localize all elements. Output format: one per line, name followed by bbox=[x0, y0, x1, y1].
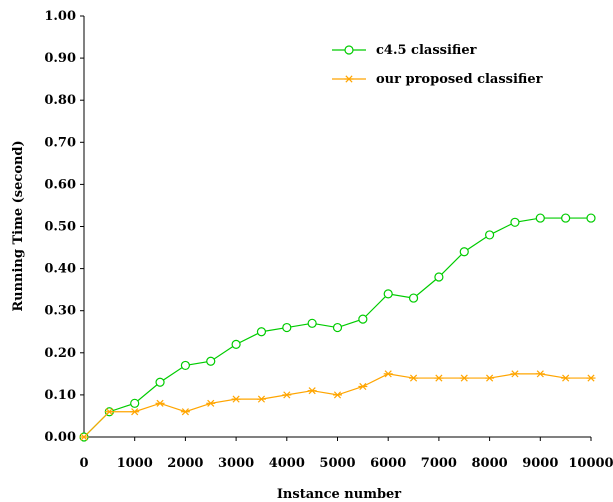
data-point-asterisk bbox=[459, 374, 469, 382]
legend-label: our proposed classifier bbox=[376, 72, 543, 87]
data-point-asterisk bbox=[383, 370, 393, 378]
x-tick-label: 7000 bbox=[421, 456, 457, 471]
x-tick-label: 3000 bbox=[218, 456, 254, 471]
y-tick-label: 0.60 bbox=[44, 177, 76, 192]
x-tick-label: 2000 bbox=[167, 456, 203, 471]
asterisk-stroke bbox=[486, 374, 494, 382]
asterisk-stroke bbox=[308, 387, 316, 395]
data-point-circle bbox=[510, 217, 520, 227]
data-point-circle bbox=[561, 213, 571, 223]
data-point-circle bbox=[130, 398, 140, 408]
y-axis-ticks: 0.00 0.10 0.20 0.30 0.40 0.50 0.60 0.70 0.80 0.90… bbox=[44, 9, 84, 445]
data-point-asterisk bbox=[155, 399, 165, 407]
data-point-circle bbox=[206, 356, 216, 366]
y-tick-label: 0.00 bbox=[44, 430, 76, 445]
asterisk-stroke bbox=[359, 382, 367, 391]
legend: c4.5 classifier our proposed classifier bbox=[332, 43, 543, 87]
data-point-circle bbox=[180, 360, 190, 371]
data-point-circle bbox=[485, 230, 495, 240]
legend-label: c4.5 classifier bbox=[376, 43, 477, 58]
y-tick-label: 0.30 bbox=[44, 304, 76, 319]
asterisk-stroke bbox=[181, 408, 189, 416]
asterisk-stroke bbox=[536, 370, 544, 378]
y-tick-label: 1.00 bbox=[44, 9, 76, 24]
asterisk-stroke bbox=[131, 408, 139, 416]
data-point-asterisk bbox=[510, 370, 520, 378]
data-point-circle bbox=[282, 322, 292, 333]
asterisk-stroke bbox=[105, 408, 113, 416]
y-tick-label: 0.10 bbox=[44, 388, 76, 403]
y-tick-label: 0.80 bbox=[44, 93, 76, 108]
data-point-circle bbox=[383, 289, 393, 299]
data-point-asterisk bbox=[333, 391, 342, 399]
x-tick-label: 9000 bbox=[522, 456, 558, 471]
asterisk-stroke bbox=[384, 370, 392, 378]
y-tick-label: 0.70 bbox=[44, 135, 76, 150]
x-tick-label: 1000 bbox=[117, 456, 153, 471]
y-tick-label: 0.20 bbox=[44, 346, 76, 361]
y-axis-title: Running Time (second) bbox=[11, 140, 26, 311]
data-point-asterisk bbox=[256, 395, 266, 403]
asterisk-stroke bbox=[511, 370, 519, 378]
asterisk-stroke bbox=[257, 395, 266, 403]
asterisk-stroke bbox=[232, 395, 240, 403]
data-point-circle bbox=[408, 293, 419, 303]
data-point-asterisk bbox=[344, 75, 354, 83]
data-point-circle bbox=[535, 213, 545, 223]
data-point-asterisk bbox=[180, 408, 190, 416]
y-tick-label: 0.90 bbox=[44, 51, 76, 66]
data-point-asterisk bbox=[130, 408, 140, 416]
asterisk-stroke bbox=[345, 75, 353, 83]
series-proposed-classifier bbox=[79, 370, 596, 441]
data-point-asterisk bbox=[206, 399, 216, 407]
data-point-asterisk bbox=[561, 374, 571, 382]
asterisk-stroke bbox=[207, 399, 215, 407]
asterisk-stroke bbox=[460, 374, 468, 382]
asterisk-stroke bbox=[333, 391, 342, 399]
data-point-asterisk bbox=[231, 395, 241, 403]
legend-item: our proposed classifier bbox=[332, 72, 543, 87]
x-tick-label: 0 bbox=[79, 456, 88, 471]
asterisk-stroke bbox=[562, 374, 570, 382]
asterisk-stroke bbox=[435, 374, 443, 382]
x-tick-label: 10000 bbox=[568, 456, 613, 471]
data-point-asterisk bbox=[104, 408, 114, 416]
data-point-asterisk bbox=[79, 433, 89, 441]
data-point-circle bbox=[256, 327, 267, 337]
series-c45-classifier bbox=[79, 213, 596, 442]
data-point-asterisk bbox=[434, 374, 444, 382]
data-point-circle bbox=[155, 377, 165, 387]
data-point-asterisk bbox=[282, 391, 292, 399]
asterisk-stroke bbox=[156, 399, 164, 407]
asterisk-stroke bbox=[80, 433, 88, 441]
x-tick-label: 5000 bbox=[319, 456, 355, 471]
data-point-circle bbox=[344, 45, 354, 55]
data-point-circle bbox=[586, 213, 596, 223]
data-point-circle bbox=[307, 318, 317, 328]
asterisk-stroke bbox=[283, 391, 291, 399]
data-point-circle bbox=[358, 314, 368, 324]
y-tick-label: 0.40 bbox=[44, 262, 76, 277]
data-point-asterisk bbox=[586, 374, 596, 382]
x-axis-ticks: 0 1000 2000 3000 4000 5000 6000 7000 8000 9000 100… bbox=[79, 437, 613, 471]
x-tick-label: 8000 bbox=[472, 456, 508, 471]
asterisk-stroke bbox=[587, 374, 595, 382]
data-point-asterisk bbox=[307, 387, 317, 395]
y-tick-label: 0.50 bbox=[44, 220, 76, 235]
legend-item: c4.5 classifier bbox=[332, 43, 477, 58]
x-axis-title: Instance number bbox=[277, 487, 401, 502]
x-tick-label: 6000 bbox=[370, 456, 406, 471]
data-point-asterisk bbox=[358, 382, 368, 391]
series-layer bbox=[79, 213, 596, 442]
data-point-circle bbox=[332, 322, 343, 333]
asterisk-stroke bbox=[409, 374, 418, 382]
data-point-circle bbox=[459, 247, 469, 257]
data-point-circle bbox=[231, 339, 241, 349]
data-point-asterisk bbox=[409, 374, 419, 382]
data-point-asterisk bbox=[535, 370, 545, 378]
x-tick-label: 4000 bbox=[269, 456, 305, 471]
data-point-asterisk bbox=[485, 374, 495, 382]
data-point-circle bbox=[434, 272, 444, 282]
